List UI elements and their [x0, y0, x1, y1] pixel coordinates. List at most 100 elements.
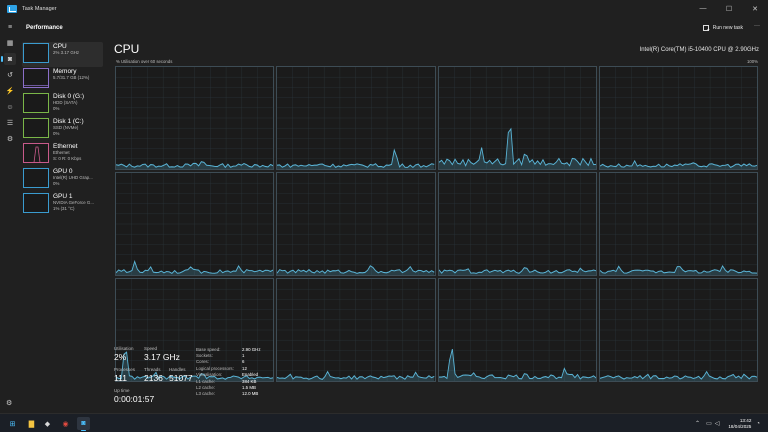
detail-row: L3 cache: 12.0 MB	[196, 391, 276, 397]
volume-icon[interactable]: ◁	[714, 421, 720, 427]
perf-item-ethernet[interactable]: Ethernet Ethernet S: 0 R: 0 Kbps	[22, 142, 103, 167]
services-icon[interactable]: ⚙	[6, 136, 14, 143]
perf-item-gpu-0[interactable]: GPU 0 Intel(R) UHD Grap... 0%	[22, 167, 103, 192]
cpu-heading: CPU	[114, 42, 140, 56]
clock[interactable]: 13:42 18/04/2025	[728, 418, 751, 429]
perf-item-subtitle: NVIDIA GeForce G...	[53, 200, 94, 206]
clock-time: 13:42	[739, 418, 752, 424]
file-explorer-icon[interactable]: ▇	[28, 420, 35, 428]
perf-item-subtitle: 2% 3.17 GHz	[53, 50, 80, 56]
cpu-usage-area	[599, 265, 757, 275]
logical-processor-graph	[115, 278, 275, 382]
window-controls: — ☐ ✕	[690, 0, 768, 17]
detail-key: Sockets:	[196, 353, 213, 359]
perf-item-text: Ethernet Ethernet S: 0 R: 0 Kbps	[53, 143, 81, 161]
start-icon[interactable]: ⊞	[9, 420, 16, 428]
perf-item-memory[interactable]: Memory 5.7/31.7 GB (12%)	[22, 67, 103, 92]
detail-key: L1 cache:	[196, 378, 216, 384]
perf-item-value: 1% (31 °C)	[53, 205, 75, 211]
hamburger-icon[interactable]: ≡	[7, 23, 13, 31]
detail-key: Base speed:	[196, 346, 221, 352]
perf-thumbnail-graph	[23, 168, 49, 188]
perf-thumbnail-graph	[23, 93, 49, 113]
notification-icon[interactable]: ◔	[756, 420, 760, 427]
detail-key: Virtualisation:	[196, 372, 223, 378]
perf-item-text: Memory 5.7/31.7 GB (12%)	[53, 68, 89, 81]
perf-thumbnail-graph	[23, 143, 49, 163]
handles-label: Handles	[169, 367, 186, 372]
cpu-details-table: Base speed: 2.90 GHz Sockets: 1 Cores: 6 Logic…	[196, 346, 276, 397]
graph-max-label: 100%	[747, 59, 758, 64]
performance-icon[interactable]: ◙	[1, 53, 16, 65]
perf-item-name: CPU	[53, 43, 67, 50]
cpu-usage-area	[438, 349, 596, 381]
processes-stat: Processes 111	[114, 367, 135, 383]
logical-processor-graph	[598, 66, 758, 170]
detail-row: Sockets: 1	[196, 352, 276, 358]
show-hidden-icons-icon[interactable]: ⌃	[695, 421, 701, 427]
maximize-button[interactable]: ☐	[725, 5, 733, 13]
perf-item-name: GPU 0	[53, 168, 73, 175]
network-icon[interactable]: ▭	[706, 421, 712, 427]
perf-thumbnail-graph	[23, 193, 49, 213]
clock-date: 18/04/2025	[728, 423, 752, 429]
perf-item-value: 0%	[53, 105, 60, 111]
perf-item-text: GPU 0 Intel(R) UHD Grap... 0%	[53, 168, 93, 186]
handles-value: 51077	[169, 373, 193, 383]
perf-item-text: GPU 1 NVIDIA GeForce G... 1% (31 °C)	[53, 193, 94, 211]
minimize-button[interactable]: —	[699, 5, 707, 12]
logical-processor-graph	[598, 172, 758, 276]
perf-item-subtitle: Intel(R) UHD Grap...	[53, 175, 93, 181]
uptime-label: Up time	[114, 388, 130, 393]
cpu-usage-line	[438, 348, 596, 380]
perf-item-name: Disk 1 (C:)	[53, 118, 84, 125]
detail-key: Cores:	[196, 359, 209, 365]
logical-processor-graph	[115, 172, 275, 276]
perf-item-disk-0-g[interactable]: Disk 0 (G:) HDD (SATA) 0%	[22, 92, 103, 117]
task-manager-logo-icon	[7, 4, 17, 13]
logical-processor-graph	[437, 278, 597, 382]
detail-value: 6	[242, 359, 245, 365]
processes-label: Processes	[114, 367, 136, 372]
logical-processor-graph	[276, 278, 436, 382]
app-history-icon[interactable]: ↺	[7, 72, 13, 79]
details-icon[interactable]: ☰	[6, 120, 14, 127]
task-manager-icon[interactable]: ◙	[77, 417, 90, 431]
processes-icon[interactable]: ▦	[6, 40, 14, 47]
utilisation-stat: Utilisation 2%	[114, 346, 134, 362]
perf-item-value: S: 0 R: 0 Kbps	[53, 155, 82, 161]
shield-app-icon[interactable]: ◉	[62, 420, 69, 428]
performance-list: CPU 2% 3.17 GHz Memory 5.7/31.7 GB (12%) Dis…	[22, 42, 103, 217]
close-button[interactable]: ✕	[752, 5, 758, 13]
perf-item-cpu[interactable]: CPU 2% 3.17 GHz	[22, 42, 103, 67]
users-icon[interactable]: ☺	[6, 103, 14, 111]
perf-item-text: Disk 1 (C:) SSD (NVMe) 0%	[53, 118, 84, 136]
perf-thumbnail-graph	[23, 68, 49, 88]
cpu-usage-line	[277, 148, 435, 169]
logical-processor-graphs	[115, 66, 758, 382]
settings-icon[interactable]: ⚙	[6, 400, 13, 407]
detail-value: 1.5 MB	[242, 385, 256, 391]
cpu-usage-line	[438, 267, 596, 274]
perf-item-text: CPU 2% 3.17 GHz	[53, 43, 79, 56]
perf-item-gpu-1[interactable]: GPU 1 NVIDIA GeForce G... 1% (31 °C)	[22, 192, 103, 217]
logical-processor-graph	[437, 66, 597, 170]
game-app-icon[interactable]: ◆	[44, 420, 51, 428]
startup-apps-icon[interactable]: ⚡	[5, 88, 15, 95]
cpu-usage-area	[277, 150, 435, 169]
run-new-task-button[interactable]: Run new task	[702, 23, 743, 33]
cpu-usage-line	[599, 159, 757, 168]
page-title: Performance	[26, 25, 63, 31]
window-title: Task Manager	[22, 5, 57, 12]
detail-key: Logical processors:	[196, 365, 234, 371]
cpu-panel: CPU Intel(R) Core(TM) i5-10400 CPU @ 2.9…	[110, 42, 762, 407]
perf-item-disk-1-c[interactable]: Disk 1 (C:) SSD (NVMe) 0%	[22, 117, 103, 142]
more-options-button[interactable]: ···	[754, 23, 760, 29]
detail-row: L1 cache: 384 KB	[196, 378, 276, 384]
title-bar: Task Manager — ☐ ✕	[0, 0, 768, 17]
detail-key: L3 cache:	[196, 391, 216, 397]
navigation-rail: ≡ ▦ ◙ ↺ ⚡ ☺ ☰ ⚙	[0, 17, 20, 413]
speed-stat: Speed 3.17 GHz	[144, 346, 180, 362]
detail-row: L2 cache: 1.5 MB	[196, 384, 276, 390]
run-task-icon	[702, 25, 710, 33]
